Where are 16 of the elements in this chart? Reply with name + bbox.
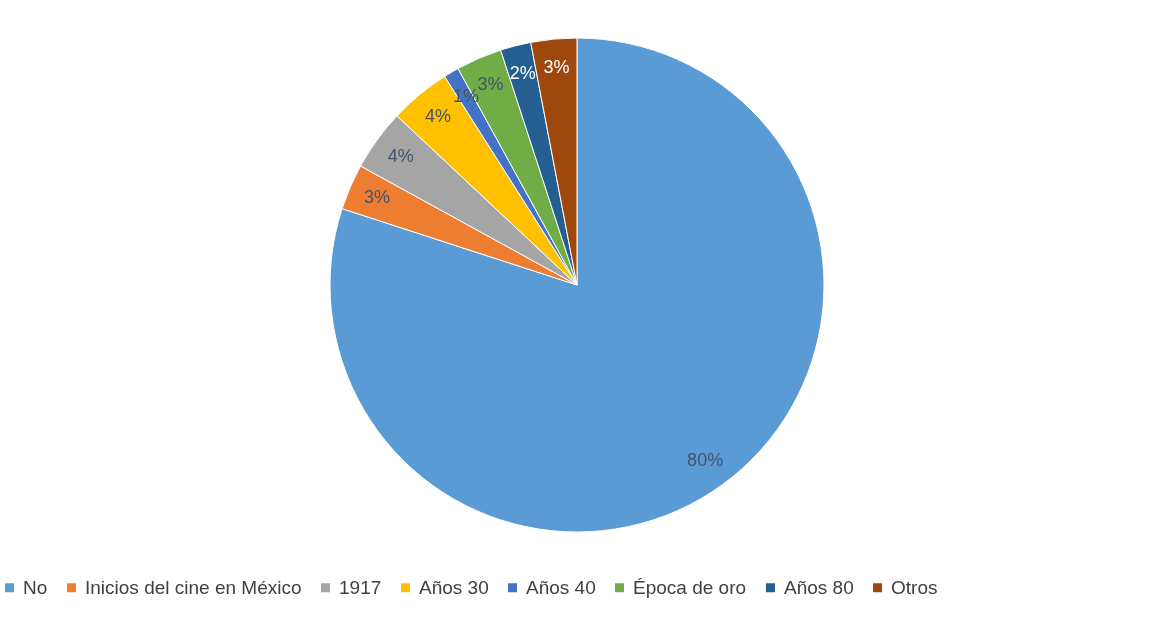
data-label: 4% xyxy=(387,145,414,166)
legend-label: Otros xyxy=(891,576,938,598)
data-label: 4% xyxy=(425,106,452,127)
legend-label: Años 30 xyxy=(419,576,489,598)
legend-label: No xyxy=(23,576,48,598)
legend-label: 1917 xyxy=(339,576,382,598)
legend-label: Inicios del cine en México xyxy=(85,576,302,598)
legend-label: Años 80 xyxy=(784,576,854,598)
data-label: 2% xyxy=(509,62,536,83)
data-label: 3% xyxy=(363,187,390,208)
legend-label: Época de oro xyxy=(633,576,747,598)
data-label: 3% xyxy=(477,73,504,94)
data-label: 3% xyxy=(543,56,570,77)
legend-label: Años 40 xyxy=(526,576,596,598)
data-label: 80% xyxy=(687,450,724,471)
pie-slice xyxy=(329,37,825,533)
